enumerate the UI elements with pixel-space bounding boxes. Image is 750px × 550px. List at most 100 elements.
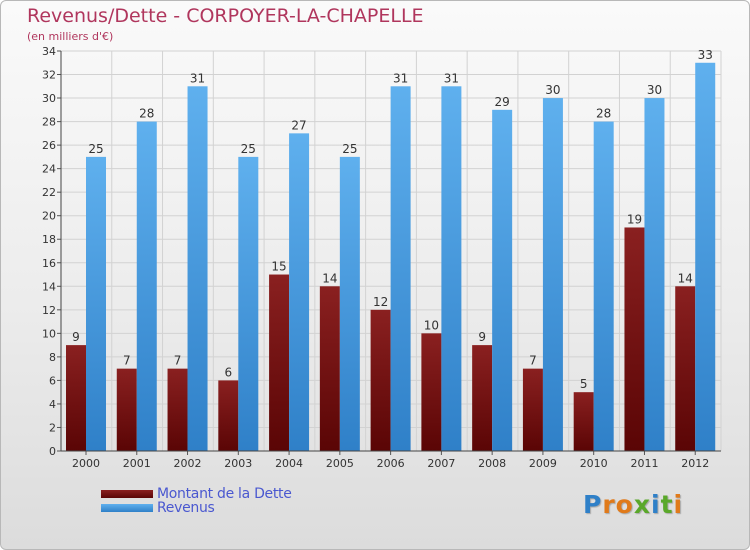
x-tick-label-2009: 2009: [529, 457, 557, 470]
bar-debt-2000: [66, 345, 86, 451]
x-tick-label-2000: 2000: [72, 457, 100, 470]
proxiti-logo: Proxiti: [583, 490, 683, 519]
labels: 0246810121416182022242628303234925200072…: [42, 45, 713, 470]
y-tick-label-20: 20: [42, 210, 56, 223]
bar-revenue-2002: [187, 86, 208, 451]
bar-debt-2003: [218, 380, 239, 451]
value-label-debt-2009: 7: [529, 354, 537, 368]
bar-revenue-2012: [695, 62, 716, 451]
y-tick-label-24: 24: [42, 163, 56, 176]
bar-debt-2011: [624, 227, 645, 451]
bar-debt-2012: [675, 286, 696, 451]
value-label-debt-2011: 19: [627, 212, 642, 226]
y-tick-label-18: 18: [42, 233, 56, 246]
bar-revenue-2004: [289, 133, 310, 451]
value-label-revenue-2002: 31: [190, 71, 205, 85]
bar-revenue-2000: [86, 156, 106, 451]
value-label-debt-2000: 9: [72, 330, 80, 344]
bar-revenue-2011: [644, 98, 665, 451]
bar-debt-2001: [116, 368, 137, 451]
value-label-debt-2004: 15: [271, 260, 286, 274]
logo-letter: o: [615, 490, 634, 519]
value-label-revenue-2006: 31: [393, 71, 408, 85]
legend-swatch-revenue: [101, 504, 153, 512]
x-tick-label-2007: 2007: [427, 457, 455, 470]
logo-letter: i: [673, 490, 684, 519]
bar-debt-2007: [421, 333, 442, 451]
bar-revenue-2010: [593, 121, 614, 452]
y-tick-label-30: 30: [42, 92, 56, 105]
value-label-debt-2002: 7: [174, 354, 182, 368]
value-label-debt-2007: 10: [424, 318, 439, 332]
bar-revenue-2008: [492, 109, 513, 451]
x-tick-label-2002: 2002: [174, 457, 202, 470]
bars: [66, 62, 716, 452]
bar-revenue-2006: [390, 86, 411, 451]
legend-item-debt: Montant de la Dette: [101, 486, 292, 502]
logo-letter: i: [651, 490, 661, 519]
value-label-revenue-2005: 25: [342, 142, 357, 156]
x-tick-label-2012: 2012: [681, 457, 709, 470]
y-tick-label-6: 6: [49, 374, 56, 387]
x-tick-label-2004: 2004: [275, 457, 303, 470]
y-tick-label-4: 4: [49, 398, 56, 411]
chart-title: Revenus/Dette - CORPOYER-LA-CHAPELLE: [27, 5, 424, 27]
value-label-revenue-2008: 29: [495, 95, 510, 109]
value-label-revenue-2001: 28: [139, 107, 154, 121]
y-tick-label-16: 16: [42, 257, 56, 270]
bar-revenue-2005: [339, 156, 360, 451]
axes: [57, 50, 721, 455]
y-tick-label-10: 10: [42, 327, 56, 340]
logo-letter: P: [583, 490, 603, 519]
y-tick-label-32: 32: [42, 69, 56, 82]
value-label-debt-2006: 12: [373, 295, 388, 309]
value-label-revenue-2000: 25: [88, 142, 103, 156]
x-tick-label-2008: 2008: [478, 457, 506, 470]
y-tick-label-2: 2: [49, 421, 56, 434]
bar-debt-2006: [370, 309, 391, 451]
bar-revenue-2003: [238, 156, 259, 451]
x-tick-label-2003: 2003: [224, 457, 252, 470]
bar-debt-2002: [167, 368, 188, 451]
y-tick-label-0: 0: [49, 445, 56, 458]
y-tick-label-26: 26: [42, 139, 56, 152]
legend-label-debt: Montant de la Dette: [157, 486, 292, 502]
legend-label-revenue: Revenus: [157, 500, 215, 516]
y-tick-label-22: 22: [42, 186, 56, 199]
logo-letter: x: [633, 490, 651, 519]
bar-debt-2010: [573, 392, 594, 451]
value-label-revenue-2004: 27: [291, 118, 306, 132]
legend-item-revenue: Revenus: [101, 500, 292, 516]
value-label-revenue-2009: 30: [545, 83, 560, 97]
logo-letter: t: [660, 490, 674, 519]
legend-swatch-debt: [101, 490, 153, 498]
y-tick-label-28: 28: [42, 116, 56, 129]
y-tick-label-12: 12: [42, 304, 56, 317]
logo-letter: r: [602, 490, 616, 519]
x-tick-label-2011: 2011: [630, 457, 658, 470]
bar-debt-2009: [522, 368, 543, 451]
value-label-revenue-2010: 28: [596, 107, 611, 121]
value-label-revenue-2003: 25: [241, 142, 256, 156]
bar-revenue-2009: [542, 98, 563, 451]
value-label-revenue-2011: 30: [647, 83, 662, 97]
value-label-revenue-2007: 31: [444, 71, 459, 85]
x-tick-label-2005: 2005: [326, 457, 354, 470]
value-label-revenue-2012: 33: [698, 48, 713, 62]
legend: Montant de la Dette Revenus: [101, 486, 292, 516]
y-tick-label-8: 8: [49, 351, 56, 364]
value-label-debt-2003: 6: [224, 365, 232, 379]
x-tick-label-2010: 2010: [580, 457, 608, 470]
bar-debt-2008: [472, 345, 493, 451]
chart-subtitle: (en milliers d'€): [27, 30, 114, 43]
y-tick-label-34: 34: [42, 45, 56, 58]
value-label-debt-2001: 7: [123, 354, 131, 368]
value-label-debt-2005: 14: [322, 271, 337, 285]
x-tick-label-2001: 2001: [123, 457, 151, 470]
bar-revenue-2007: [441, 86, 462, 451]
value-label-debt-2012: 14: [678, 271, 693, 285]
bar-debt-2004: [269, 274, 290, 451]
bar-debt-2005: [319, 286, 340, 451]
